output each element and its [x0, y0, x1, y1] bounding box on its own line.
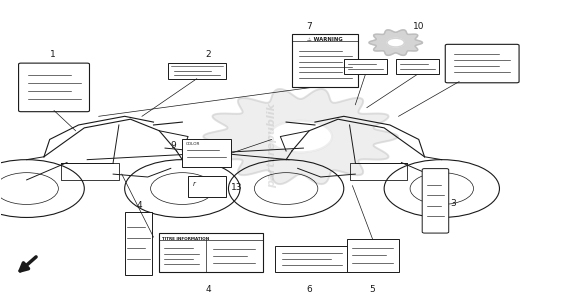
Bar — [347, 239, 399, 272]
Text: 2: 2 — [205, 49, 211, 59]
Bar — [125, 212, 153, 275]
FancyBboxPatch shape — [18, 63, 90, 112]
Text: 9: 9 — [171, 141, 176, 150]
Text: 1: 1 — [50, 49, 55, 59]
Text: 4: 4 — [205, 285, 211, 295]
Bar — [160, 233, 263, 272]
Polygon shape — [203, 89, 398, 184]
Bar — [292, 34, 358, 87]
Circle shape — [269, 121, 332, 152]
Bar — [344, 59, 387, 74]
Text: r: r — [192, 181, 195, 187]
Bar — [396, 59, 439, 74]
Bar — [168, 63, 225, 79]
Circle shape — [387, 38, 405, 47]
Text: COLOR: COLOR — [186, 142, 200, 146]
Text: 7: 7 — [306, 22, 312, 31]
Text: 5: 5 — [370, 285, 376, 295]
Text: partsrepublik: partsrepublik — [266, 103, 277, 188]
Bar — [182, 139, 231, 167]
FancyBboxPatch shape — [422, 169, 449, 233]
Text: ⚠ WARNING: ⚠ WARNING — [307, 37, 343, 42]
Polygon shape — [369, 30, 423, 55]
Text: 10: 10 — [413, 22, 424, 31]
FancyBboxPatch shape — [445, 44, 519, 83]
Text: 13: 13 — [231, 183, 243, 192]
Text: TITRE INFORMATION: TITRE INFORMATION — [162, 237, 209, 241]
Text: 4: 4 — [136, 201, 142, 210]
Text: 3: 3 — [450, 199, 456, 207]
Text: 6: 6 — [306, 285, 312, 295]
Bar — [275, 246, 350, 272]
Bar — [188, 176, 225, 197]
